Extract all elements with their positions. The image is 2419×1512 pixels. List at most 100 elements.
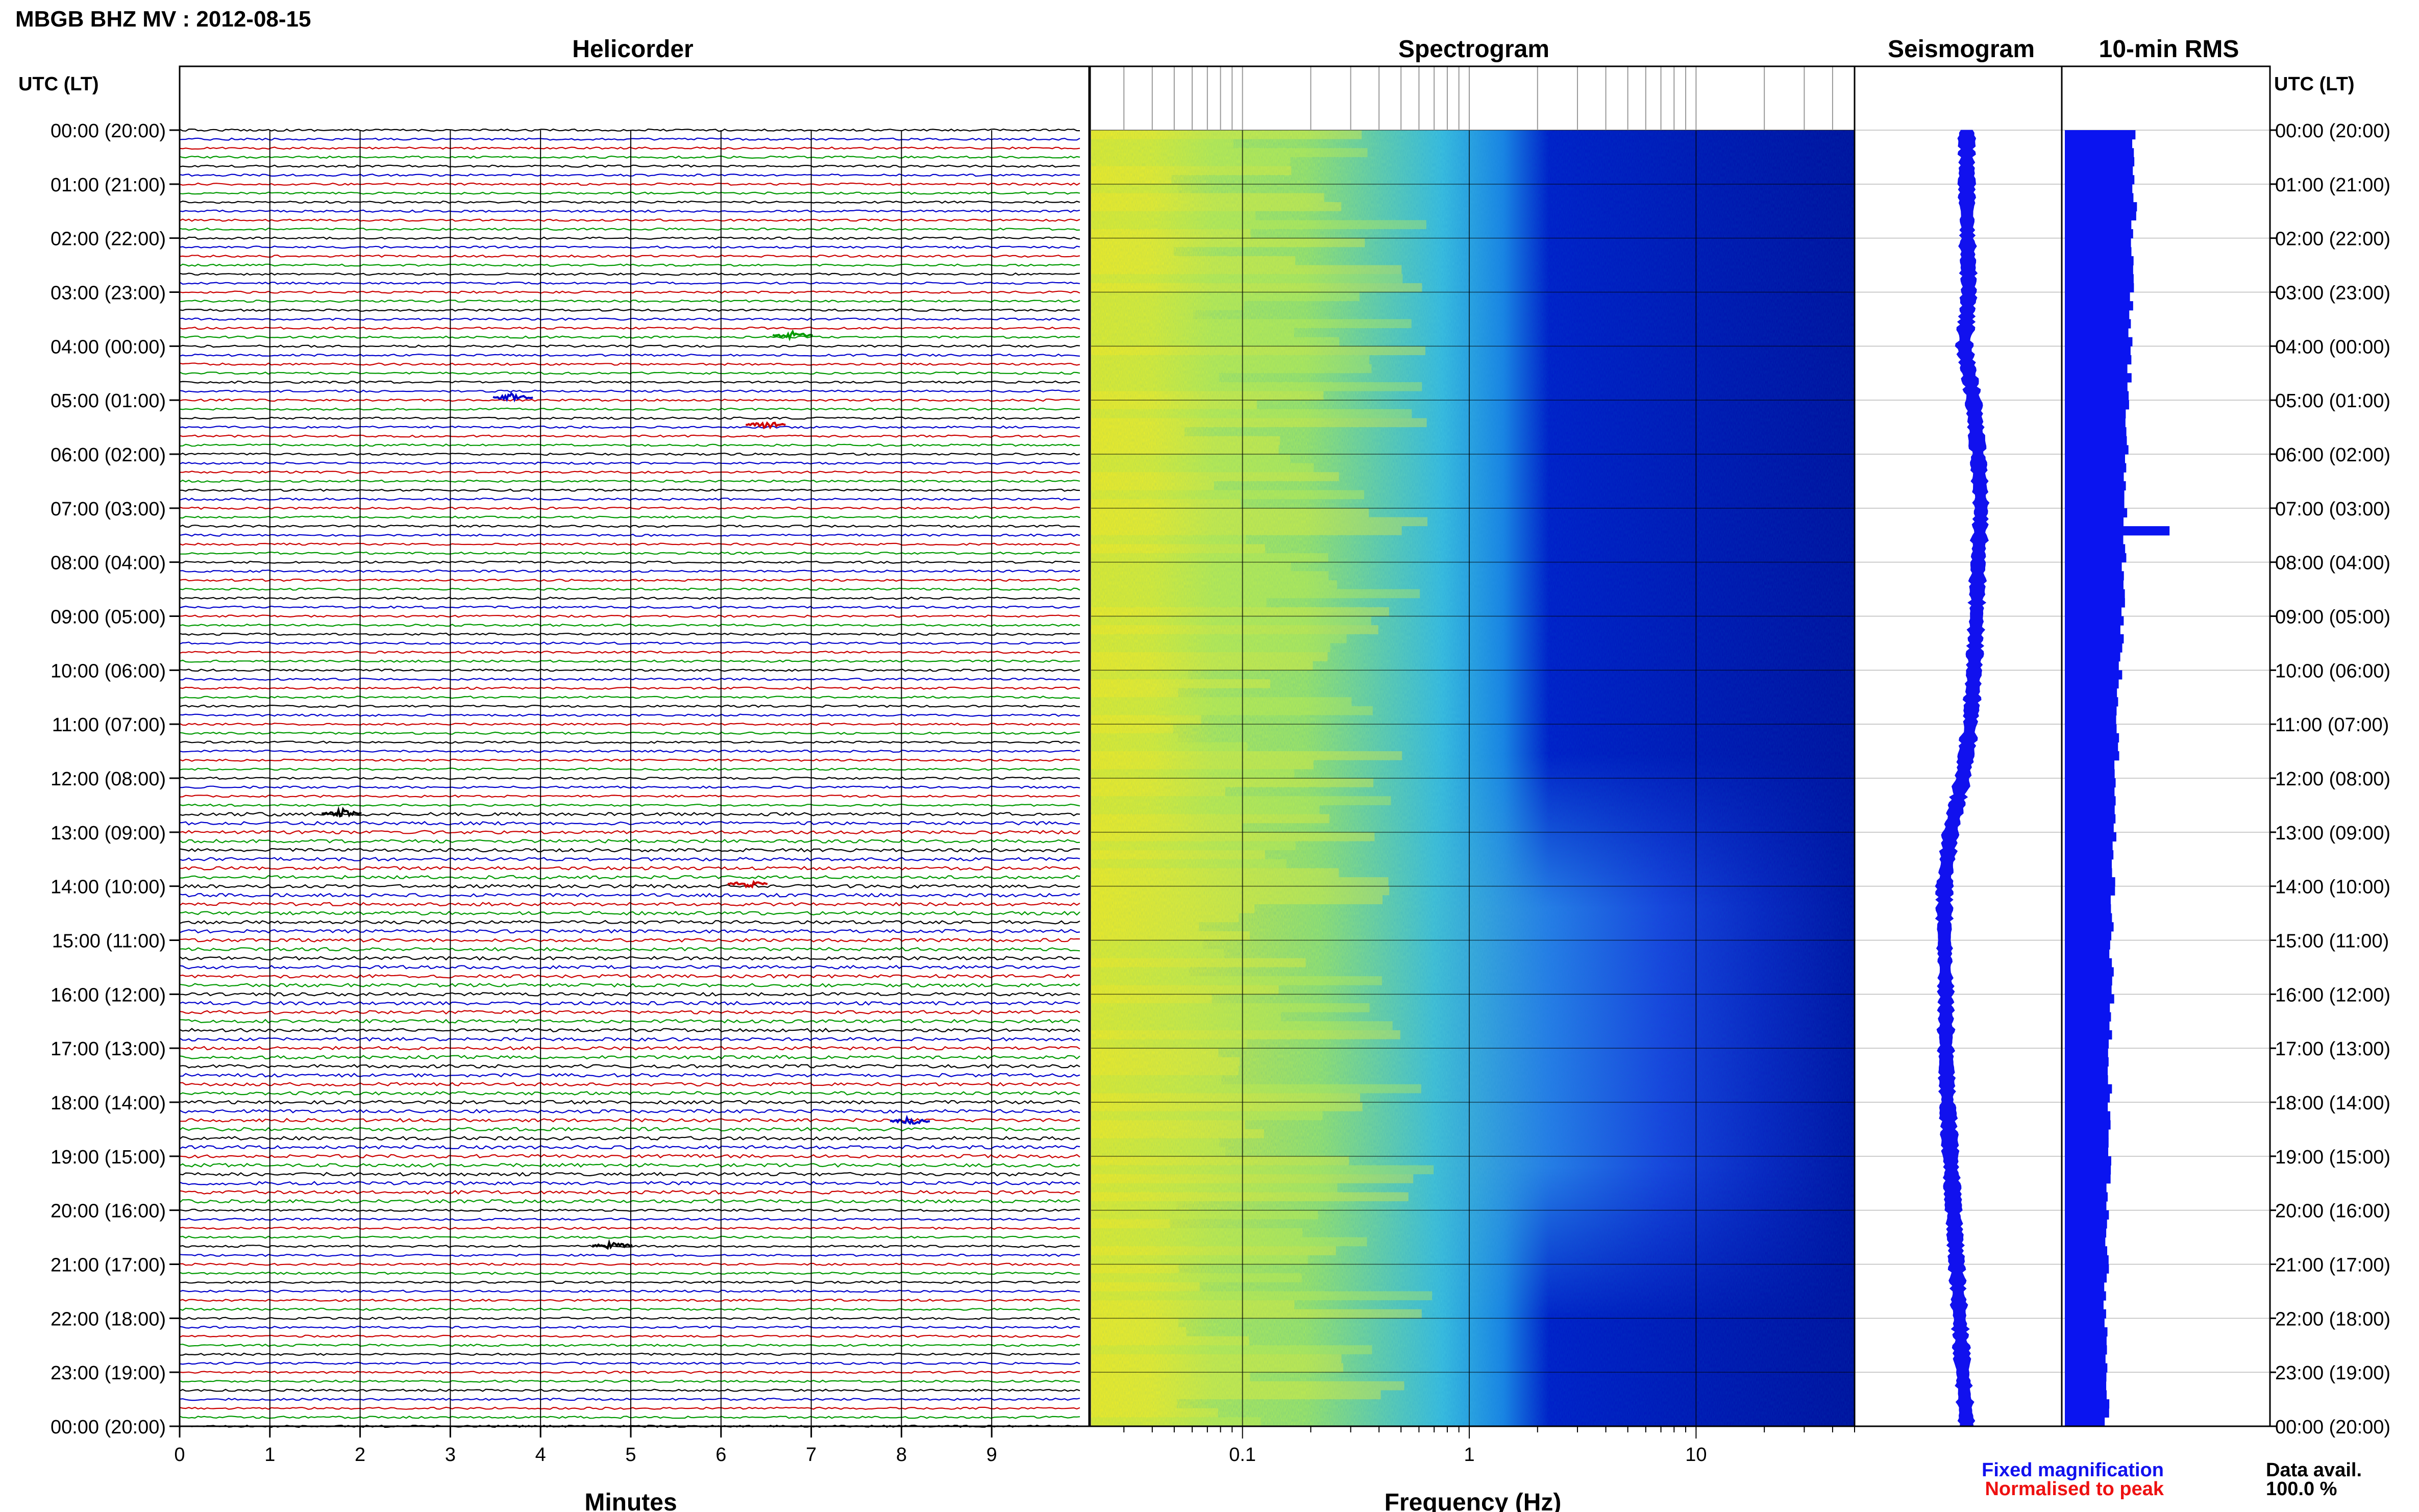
- rms-bar: [2065, 1327, 2108, 1337]
- spectrogram-band: [1091, 607, 1389, 616]
- spectrogram-band: [1091, 1282, 1200, 1292]
- helicorder-event: [591, 1239, 633, 1250]
- spectrogram-band: [1091, 148, 1368, 157]
- helicorder-x-tick-label: 5: [625, 1444, 636, 1466]
- rms-bar: [2065, 1111, 2111, 1121]
- helicorder-trace: [179, 299, 1080, 303]
- right-time-tick-label: 08:00 (04:00): [2275, 553, 2390, 574]
- rms-bar: [2065, 1075, 2108, 1085]
- spectrogram-band: [1091, 814, 1329, 824]
- helicorder-trace: [179, 569, 1080, 573]
- spectrogram-band: [1091, 913, 1239, 923]
- helicorder-trace: [179, 1082, 1080, 1087]
- helicorder-trace: [179, 335, 1080, 339]
- helicorder-trace: [179, 910, 1080, 916]
- rms-bar: [2065, 148, 2134, 158]
- helicorder-trace: [179, 399, 1080, 402]
- rms-bar: [2065, 175, 2135, 185]
- helicorder-event: [745, 421, 786, 430]
- rms-bar: [2065, 436, 2127, 445]
- spectrogram-band: [1091, 733, 1178, 742]
- helicorder-trace: [179, 1361, 1080, 1365]
- rms-bar: [2065, 877, 2115, 887]
- spectrogram-band: [1091, 472, 1339, 481]
- rms-bar: [2065, 1048, 2108, 1058]
- helicorder-trace: [179, 1344, 1080, 1347]
- helicorder-panel: [179, 128, 1080, 1428]
- spectrogram-band: [1091, 670, 1189, 679]
- spectrogram-band: [1091, 166, 1292, 176]
- helicorder-trace: [179, 1100, 1080, 1105]
- spectrogram-band: [1091, 958, 1306, 968]
- helicorder-x-tick-label: 2: [355, 1444, 365, 1466]
- helicorder-trace: [179, 245, 1080, 249]
- spectrogram-band: [1091, 283, 1422, 292]
- rms-bar: [2065, 1399, 2110, 1409]
- spectrogram-band: [1091, 1237, 1367, 1247]
- rms-bar: [2065, 310, 2130, 320]
- spectrogram-band: [1091, 490, 1365, 500]
- helicorder-trace: [179, 830, 1080, 835]
- helicorder-trace: [179, 1298, 1080, 1302]
- rms-bar: [2065, 193, 2134, 203]
- helicorder-trace: [179, 722, 1080, 726]
- helicorder-trace: [179, 1036, 1080, 1042]
- spectrogram-band: [1091, 301, 1244, 310]
- right-time-tick-label: 14:00 (10:00): [2275, 877, 2390, 898]
- spectrogram-band: [1091, 1129, 1264, 1138]
- rms-bar: [2065, 535, 2124, 544]
- rms-bar: [2065, 409, 2126, 419]
- axes-layer: 0 1 2 3 4 5 6 7 8 9 0.1 1 10 00:00 (20:00) 00:00 (20:0…: [51, 65, 2390, 1466]
- spectrogram-band: [1091, 1336, 1249, 1346]
- right-time-tick-label: 03:00 (23:00): [2275, 283, 2390, 304]
- helicorder-trace: [179, 605, 1080, 609]
- helicorder-title: Helicorder: [572, 36, 693, 63]
- rms-bar: [2065, 400, 2129, 410]
- rms-bar: [2065, 1039, 2109, 1049]
- right-time-tick-label: 21:00 (17:00): [2275, 1255, 2390, 1276]
- rms-bar: [2065, 274, 2134, 284]
- helicorder-event: [772, 329, 813, 341]
- spectrogram-band: [1091, 580, 1337, 589]
- spectrogram-band: [1091, 679, 1270, 688]
- helicorder-trace: [179, 1064, 1080, 1069]
- rms-bar: [2065, 508, 2128, 518]
- spectrogram-band: [1091, 409, 1412, 418]
- helicorder-frame: [179, 65, 1091, 1427]
- helicorder-trace: [179, 1028, 1080, 1033]
- helicorder-trace: [179, 218, 1080, 222]
- helicorder-trace: [179, 668, 1080, 672]
- spectrogram-band: [1091, 652, 1328, 661]
- rms-bar: [2065, 751, 2119, 761]
- rms-bar: [2065, 1030, 2112, 1040]
- left-time-tick-label: 06:00 (02:00): [51, 444, 166, 466]
- spectrogram-band: [1091, 1210, 1318, 1220]
- helicorder-trace: [179, 263, 1080, 267]
- rms-bar: [2065, 139, 2133, 148]
- spectrogram-band: [1091, 1075, 1222, 1084]
- rms-bar: [2065, 805, 2115, 815]
- helicorder-trace: [179, 515, 1080, 519]
- spectrogram-band: [1091, 1021, 1393, 1030]
- spectrogram-band: [1091, 1120, 1245, 1129]
- helicorder-event: [890, 1114, 930, 1125]
- rms-bar: [2065, 967, 2114, 977]
- left-time-tick-label: 14:00 (10:00): [51, 877, 166, 898]
- helicorder-trace: [179, 470, 1080, 474]
- rms-bar: [2065, 427, 2127, 437]
- helicorder-trace: [179, 947, 1080, 952]
- spectrogram-band: [1091, 526, 1402, 535]
- rms-bar: [2065, 832, 2116, 842]
- rms-bar: [2065, 733, 2119, 743]
- rms-bar: [2065, 661, 2119, 671]
- spectrogram-x-tick-label: 0.1: [1229, 1444, 1256, 1466]
- helicorder-trace: [180, 677, 1080, 681]
- rms-bar: [2065, 1012, 2111, 1022]
- helicorder-trace: [179, 740, 1080, 744]
- rms-bar: [2065, 1165, 2111, 1175]
- spectrogram-band: [1091, 202, 1342, 211]
- spectrogram-band: [1091, 499, 1241, 508]
- helicorder-trace: [179, 795, 1080, 798]
- rms-bar: [2065, 292, 2130, 302]
- rms-bar: [2065, 1210, 2109, 1220]
